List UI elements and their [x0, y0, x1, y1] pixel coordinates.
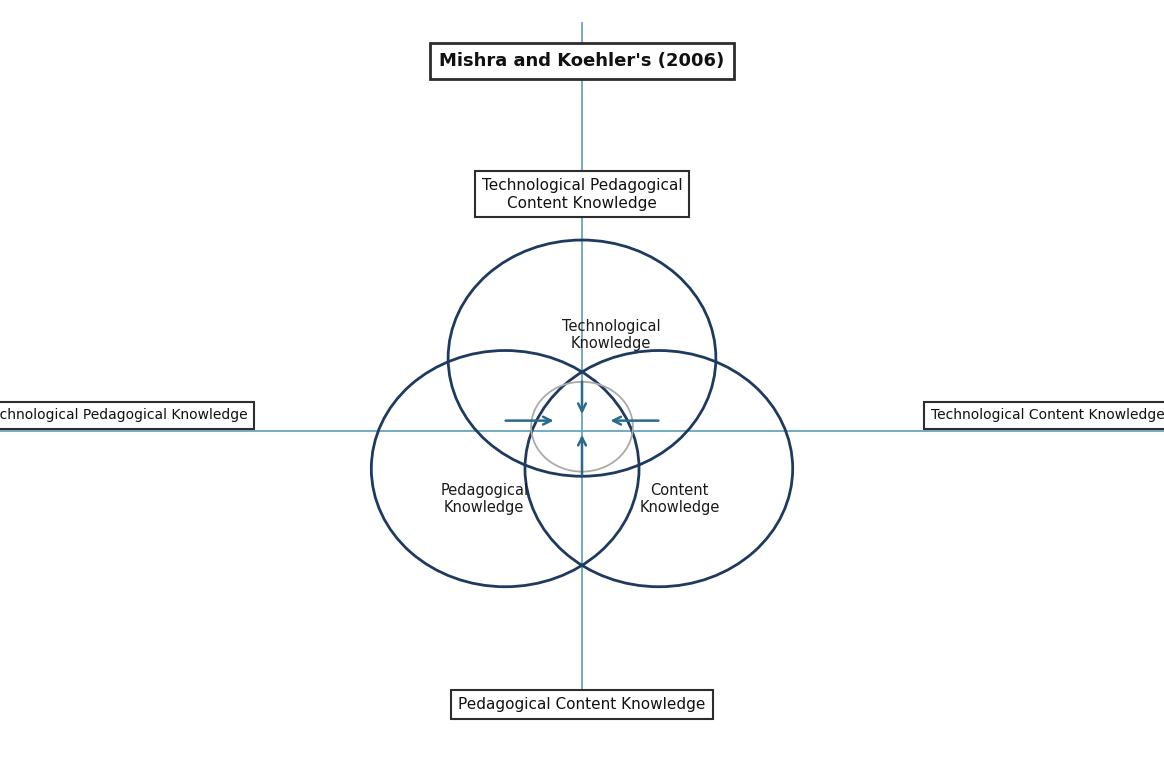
Text: Mishra and Koehler's (2006): Mishra and Koehler's (2006) — [439, 52, 725, 70]
Text: Content
Knowledge: Content Knowledge — [639, 483, 721, 515]
Text: Pedagogical
Knowledge: Pedagogical Knowledge — [440, 483, 528, 515]
Text: Pedagogical Content Knowledge: Pedagogical Content Knowledge — [459, 697, 705, 712]
Text: Technological
Knowledge: Technological Knowledge — [562, 319, 660, 351]
Text: Technological Pedagogical Knowledge: Technological Pedagogical Knowledge — [0, 408, 248, 422]
Text: Technological Content Knowledge: Technological Content Knowledge — [931, 408, 1164, 422]
Text: Technological Pedagogical
Content Knowledge: Technological Pedagogical Content Knowle… — [482, 178, 682, 210]
